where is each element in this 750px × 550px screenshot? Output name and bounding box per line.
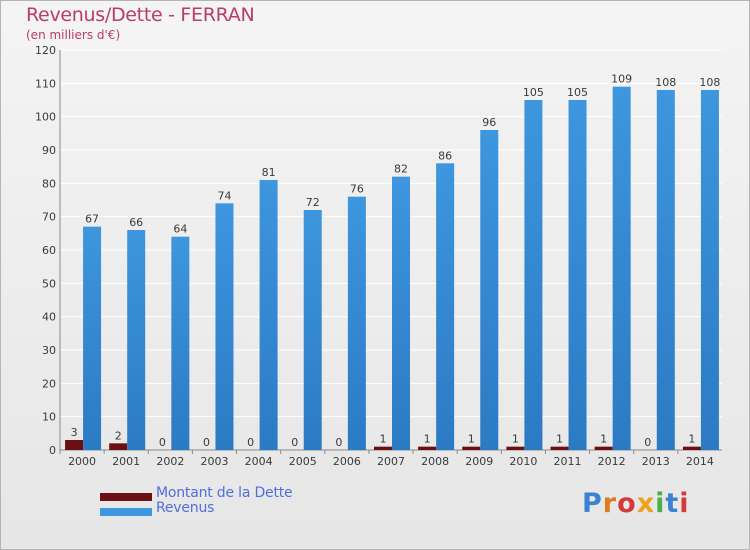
y-tick-label: 100 bbox=[35, 111, 56, 124]
debt-value-label: 1 bbox=[424, 433, 431, 446]
logo-letter: x bbox=[636, 488, 656, 519]
revenue-value-label: 67 bbox=[85, 213, 99, 226]
x-tick-label: 2001 bbox=[112, 455, 140, 468]
revenue-bar bbox=[171, 236, 190, 450]
revenue-value-label: 86 bbox=[438, 149, 452, 162]
revenue-bar bbox=[612, 86, 631, 451]
revenue-bar bbox=[392, 176, 410, 450]
revenue-value-label: 105 bbox=[567, 86, 588, 99]
revenue-bar bbox=[83, 226, 102, 450]
x-tick-label: 2004 bbox=[245, 455, 273, 468]
chart-subtitle: (en milliers d'€) bbox=[26, 28, 121, 42]
debt-value-label: 1 bbox=[380, 433, 387, 446]
x-tick-label: 2002 bbox=[156, 455, 184, 468]
y-tick-label: 90 bbox=[42, 144, 56, 157]
y-tick-label: 40 bbox=[42, 311, 56, 324]
legend-label-debt: Montant de la Dette bbox=[156, 485, 293, 501]
debt-bar bbox=[462, 446, 481, 450]
debt-value-label: 1 bbox=[688, 433, 695, 446]
revenue-bar bbox=[127, 230, 146, 450]
x-tick-label: 2013 bbox=[642, 455, 670, 468]
logo-letter: r bbox=[602, 488, 618, 519]
legend-label-revenue: Revenus bbox=[156, 500, 215, 516]
revenue-value-label: 66 bbox=[129, 216, 143, 229]
y-tick-label: 50 bbox=[42, 277, 56, 290]
revenue-value-label: 76 bbox=[350, 183, 364, 196]
x-tick-label: 2009 bbox=[465, 455, 493, 468]
y-tick-label: 0 bbox=[49, 444, 56, 457]
revenue-value-label: 108 bbox=[655, 76, 676, 89]
revenue-bar bbox=[700, 90, 719, 450]
debt-value-label: 0 bbox=[203, 436, 210, 449]
revenue-value-label: 72 bbox=[306, 196, 320, 209]
debt-value-label: 3 bbox=[71, 426, 78, 439]
debt-value-label: 1 bbox=[512, 433, 519, 446]
x-tick-label: 2005 bbox=[289, 455, 317, 468]
revenue-value-label: 105 bbox=[523, 86, 544, 99]
y-tick-label: 20 bbox=[42, 377, 56, 390]
x-tick-label: 2007 bbox=[377, 455, 405, 468]
revenue-bar bbox=[303, 210, 322, 450]
debt-bar bbox=[65, 440, 84, 450]
legend-swatch-debt bbox=[100, 493, 152, 501]
debt-value-label: 2 bbox=[115, 429, 122, 442]
x-tick-label: 2010 bbox=[509, 455, 537, 468]
logo-letter: o bbox=[617, 488, 637, 519]
y-tick-label: 70 bbox=[42, 211, 56, 224]
x-tick-label: 2003 bbox=[200, 455, 228, 468]
legend-swatch-revenue bbox=[100, 508, 152, 516]
debt-bar bbox=[109, 443, 128, 450]
revenue-bar bbox=[656, 90, 675, 450]
revenue-bar bbox=[259, 180, 278, 450]
debt-value-label: 0 bbox=[291, 436, 298, 449]
revenue-value-label: 108 bbox=[699, 76, 720, 89]
debt-value-label: 1 bbox=[600, 433, 607, 446]
revenue-bar bbox=[568, 100, 587, 450]
debt-bar bbox=[418, 446, 437, 450]
x-tick-label: 2011 bbox=[554, 455, 582, 468]
proxiti-logo: Proxiti bbox=[582, 488, 690, 519]
revenue-bar bbox=[524, 100, 543, 450]
debt-bar bbox=[374, 446, 392, 450]
debt-value-label: 0 bbox=[159, 436, 166, 449]
revenue-value-label: 64 bbox=[173, 223, 187, 236]
revenue-bar bbox=[436, 163, 455, 451]
debt-bar bbox=[506, 446, 525, 450]
x-tick-label: 2008 bbox=[421, 455, 449, 468]
logo-letter: P bbox=[582, 488, 603, 519]
x-tick-label: 2006 bbox=[333, 455, 361, 468]
debt-value-label: 0 bbox=[335, 436, 342, 449]
debt-bar bbox=[682, 446, 701, 450]
revenue-bar bbox=[215, 203, 234, 450]
y-tick-label: 10 bbox=[42, 411, 56, 424]
x-tick-label: 2014 bbox=[686, 455, 714, 468]
debt-bar bbox=[550, 446, 569, 450]
y-tick-label: 120 bbox=[35, 44, 56, 57]
revenue-value-label: 81 bbox=[262, 166, 276, 179]
y-tick-label: 30 bbox=[42, 344, 56, 357]
debt-bar bbox=[594, 446, 613, 450]
x-tick-label: 2012 bbox=[598, 455, 626, 468]
logo-letter: i bbox=[679, 488, 690, 519]
debt-value-label: 0 bbox=[247, 436, 254, 449]
y-tick-label: 110 bbox=[35, 77, 56, 90]
debt-value-label: 1 bbox=[556, 433, 563, 446]
logo-letter: i bbox=[655, 488, 666, 519]
revenue-value-label: 74 bbox=[217, 189, 231, 202]
revenue-value-label: 109 bbox=[611, 73, 632, 86]
logo-letter: t bbox=[665, 488, 680, 519]
revenue-value-label: 82 bbox=[394, 163, 408, 176]
revenue-bar bbox=[347, 196, 366, 450]
chart-title: Revenus/Dette - FERRAN bbox=[26, 4, 255, 26]
revenue-value-label: 96 bbox=[482, 116, 496, 129]
y-tick-label: 60 bbox=[42, 244, 56, 257]
y-tick-label: 80 bbox=[42, 177, 56, 190]
revenue-bar bbox=[480, 130, 499, 450]
debt-value-label: 0 bbox=[644, 436, 651, 449]
debt-value-label: 1 bbox=[468, 433, 475, 446]
x-tick-label: 2000 bbox=[68, 455, 96, 468]
